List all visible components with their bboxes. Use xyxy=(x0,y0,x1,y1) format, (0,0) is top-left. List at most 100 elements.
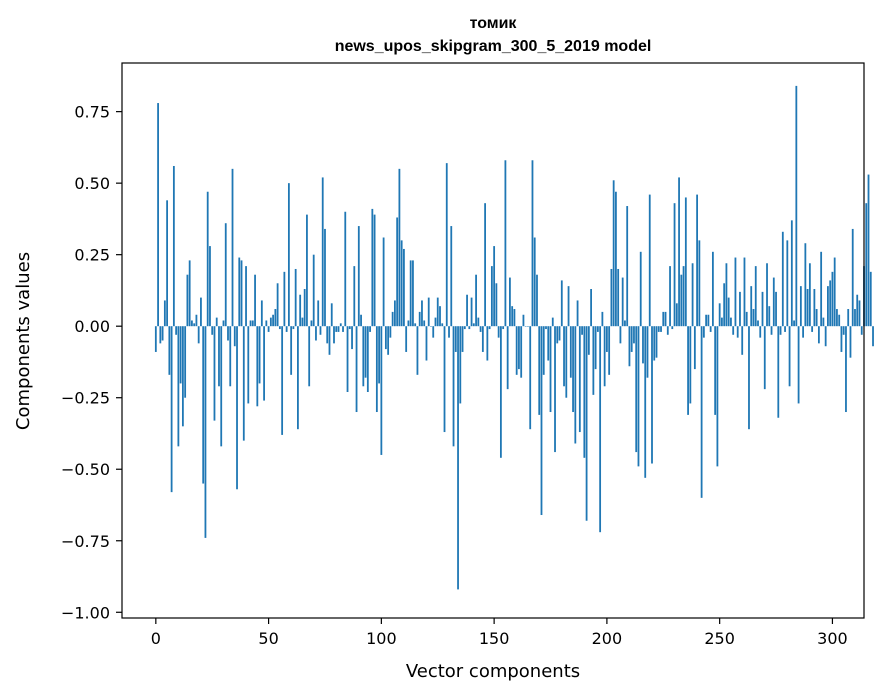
bar-231 xyxy=(675,303,678,327)
bar-196 xyxy=(596,326,599,332)
bar-226 xyxy=(664,311,667,327)
bar-105 xyxy=(391,311,394,327)
y-tick-label: 0.00 xyxy=(74,317,110,336)
bar-69 xyxy=(310,320,313,327)
bar-266 xyxy=(754,266,757,327)
x-tick-label: 0 xyxy=(151,629,161,648)
bar-146 xyxy=(484,203,486,327)
bar-70 xyxy=(312,254,315,327)
bar-82 xyxy=(339,323,342,327)
bar-288 xyxy=(804,243,807,327)
bar-31 xyxy=(224,223,227,327)
bar-219 xyxy=(648,194,651,327)
bar-155 xyxy=(504,160,507,327)
bar-25 xyxy=(211,326,214,335)
bar-183 xyxy=(567,286,570,327)
bar-176 xyxy=(551,317,554,327)
bar-116 xyxy=(416,326,419,375)
bar-201 xyxy=(608,326,611,375)
bar-224 xyxy=(660,326,662,332)
bar-49 xyxy=(265,320,268,327)
bar-106 xyxy=(393,300,396,327)
bar-163 xyxy=(522,314,525,327)
bar-278 xyxy=(781,231,784,327)
bar-257 xyxy=(734,257,737,327)
bar-262 xyxy=(745,311,748,327)
bar-2 xyxy=(159,326,162,344)
bar-79 xyxy=(333,326,335,344)
bar-315 xyxy=(865,203,868,327)
bar-263 xyxy=(748,326,750,430)
bar-22 xyxy=(204,326,207,538)
bar-84 xyxy=(344,211,347,327)
y-tick-label: 0.25 xyxy=(74,246,110,265)
bar-254 xyxy=(727,297,730,327)
bar-65 xyxy=(301,317,304,327)
bar-46 xyxy=(258,326,261,384)
bar-153 xyxy=(499,326,502,458)
bar-250 xyxy=(718,303,721,327)
bar-259 xyxy=(739,291,741,327)
bar-308 xyxy=(849,326,852,358)
bar-199 xyxy=(603,326,606,387)
bar-1 xyxy=(157,103,159,327)
bar-156 xyxy=(506,326,509,390)
bar-139 xyxy=(468,326,471,330)
bar-32 xyxy=(227,326,229,341)
bar-189 xyxy=(581,326,583,335)
bar-53 xyxy=(274,309,277,327)
bar-169 xyxy=(536,274,538,327)
bar-94 xyxy=(366,326,369,392)
bar-41 xyxy=(247,326,250,404)
bar-154 xyxy=(502,326,505,330)
bar-228 xyxy=(669,266,671,327)
bar-267 xyxy=(757,320,759,327)
bar-166 xyxy=(529,326,532,430)
bar-302 xyxy=(836,309,838,327)
bar-13 xyxy=(184,326,187,398)
x-tick-label: 50 xyxy=(258,629,278,648)
bar-234 xyxy=(682,266,685,327)
bar-168 xyxy=(533,237,536,327)
y-axis-label: Components values xyxy=(13,252,34,430)
bar-52 xyxy=(272,314,274,327)
bar-57 xyxy=(283,271,286,327)
bar-27 xyxy=(215,317,218,327)
bar-12 xyxy=(181,326,184,427)
bar-242 xyxy=(700,326,703,498)
bar-56 xyxy=(281,326,284,435)
bar-68 xyxy=(308,326,311,387)
bar-124 xyxy=(434,317,437,327)
bar-87 xyxy=(351,326,353,350)
bar-158 xyxy=(511,306,514,327)
bar-96 xyxy=(371,208,374,327)
bar-24 xyxy=(209,246,211,327)
bar-122 xyxy=(430,326,432,327)
chart-title-line-1: томик xyxy=(470,15,518,32)
bar-179 xyxy=(558,326,561,341)
bar-133 xyxy=(454,326,457,352)
bar-20 xyxy=(200,297,202,327)
y-tick-label: 0.50 xyxy=(74,174,110,193)
bar-28 xyxy=(218,326,220,387)
bar-39 xyxy=(242,326,245,441)
bar-204 xyxy=(615,191,617,327)
bar-230 xyxy=(673,203,676,327)
bar-160 xyxy=(515,326,518,375)
bar-269 xyxy=(761,291,764,327)
x-tick-label: 300 xyxy=(817,629,848,648)
bar-285 xyxy=(797,326,800,404)
bar-286 xyxy=(799,286,802,327)
bar-120 xyxy=(425,326,428,361)
bar-151 xyxy=(495,283,498,327)
bar-92 xyxy=(362,326,365,387)
bar-121 xyxy=(427,297,430,327)
bar-216 xyxy=(642,326,644,364)
bar-142 xyxy=(475,274,477,327)
bar-123 xyxy=(432,326,435,338)
chart-title: томик news_upos_skipgram_300_5_2019 mode… xyxy=(335,15,652,55)
bar-128 xyxy=(443,326,446,433)
bar-6 xyxy=(168,326,171,375)
bar-186 xyxy=(574,326,577,444)
bar-4 xyxy=(163,300,166,327)
